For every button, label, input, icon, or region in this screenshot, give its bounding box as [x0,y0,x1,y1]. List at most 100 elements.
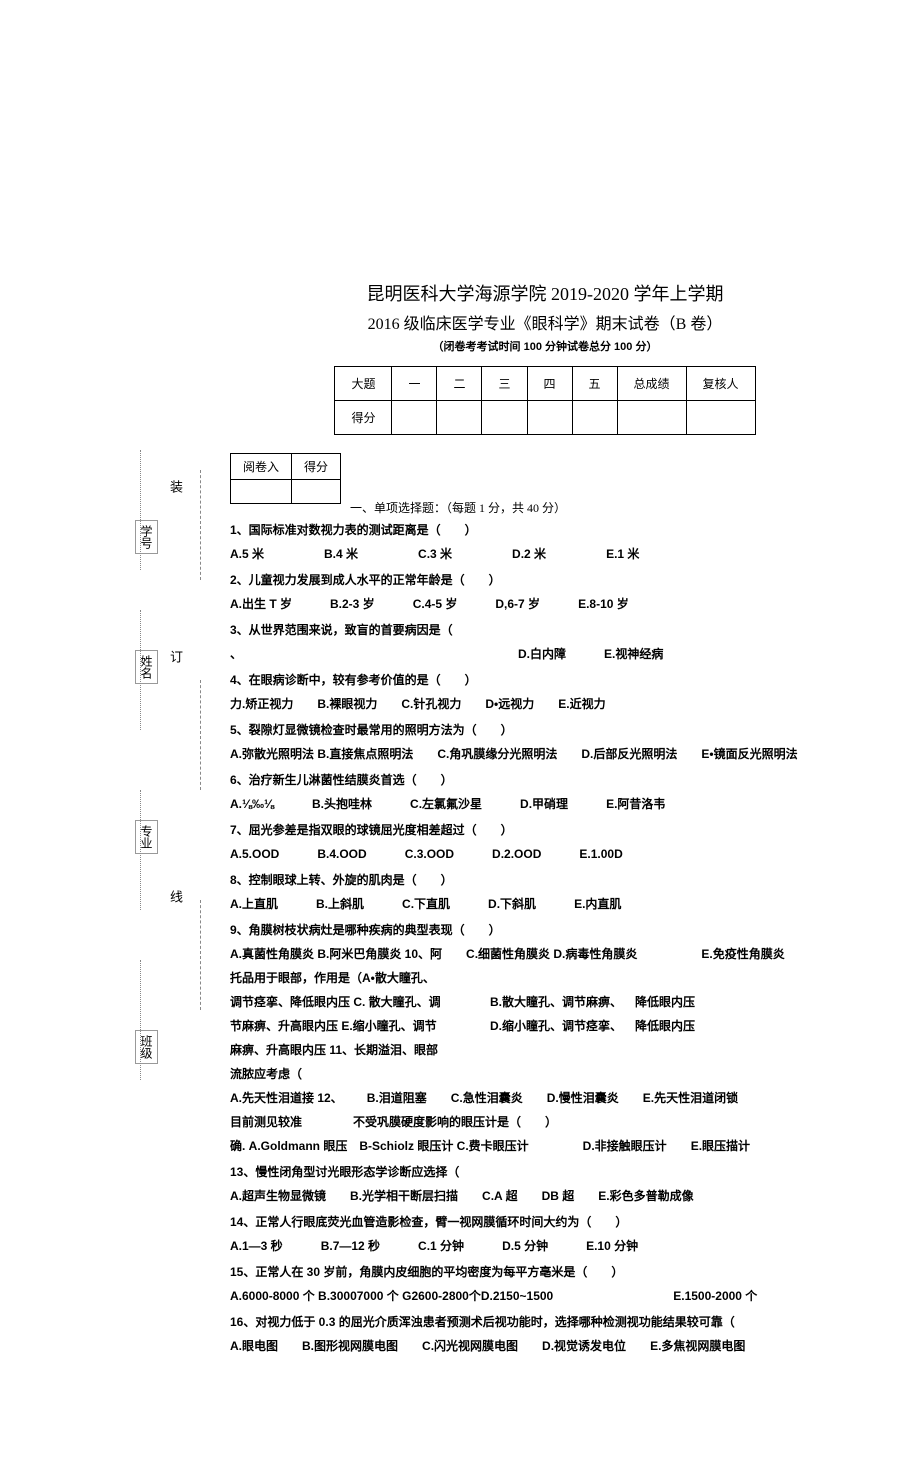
q16-b: B.图形视网膜电图 [302,1334,398,1358]
exam-page: 装 学号 订 姓名 专业 线 班级 昆明医科大学海源学院 2019-2020 学… [0,0,920,1458]
q6-d: D.甲硝理 [520,792,568,816]
q12-e: E.眼压描计 [691,1134,750,1158]
q5-stem: 5、裂隙灯显微镜检查时最常用的照明方法为（ ） [230,718,860,742]
q5-ab: A.弥散光照明法 B.直接焦点照明法 [230,742,413,766]
q2-e: E.8-10 岁 [578,592,629,616]
q14-opts: A.1—3 秒 B.7—12 秒 C.1 分钟 D.5 分钟 E.10 分钟 [230,1234,860,1258]
st-r3 [482,401,527,435]
dotted-1 [140,450,141,570]
q14-d: D.5 分钟 [502,1234,548,1258]
q7-e: E.1.00D [579,842,622,866]
q10-l3: 麻痹、升高眼内压 11、长期溢泪、眼部 [230,1038,490,1062]
q6-c: C.左氯氟沙星 [410,792,482,816]
st-r5 [572,401,617,435]
q6-b: B.头抱哇林 [312,792,372,816]
q5-d: D.后部反光照明法 [581,742,677,766]
q5-e: E•镜面反光照明法 [701,742,797,766]
q14-e: E.10 分钟 [586,1234,638,1258]
q14-a: A.1—3 秒 [230,1234,283,1258]
q10-l0: 托品用于眼部，作用是（A•散大瞳孔、 [230,966,490,990]
dotted-4 [140,960,141,1080]
q4-c: C.针孔视力 [401,692,461,716]
label-banji: 班级 [135,1030,158,1064]
main-title: 昆明医科大学海源学院 2019-2020 学年上学期 [230,280,860,306]
q1-d: D.2 米 [512,542,546,566]
q2-opts: A.出生 T 岁 B.2-3 岁 C.4-5 岁 D,6-7 岁 E.8-10 … [230,592,860,616]
st-r2 [437,401,482,435]
q7-stem: 7、屈光参差是指双眼的球镜屈光度相差超过（ ） [230,818,860,842]
q15-abcd: A.6000-8000 个 B.30007000 个 G2600-2800个D.… [230,1284,553,1308]
q14-stem: 14、正常人行眼底荧光血管造影检查，臂一视网膜循环时间大约为（ ） [230,1210,860,1234]
q13-opts: A.超声生物显微镜 B.光学相干断层扫描 C.A 超 DB 超 E.彩色多普勒成… [230,1184,860,1208]
q10-d: D.缩小瞳孔、调节痉挛、 [490,1019,622,1033]
q6-a: A.⅛‰⅛ [230,792,274,816]
q1-stem: 1、国际标准对数视力表的测试距离是（ ） [230,518,860,542]
q7-d: D.2.OOD [492,842,541,866]
q2-d: D,6-7 岁 [495,592,540,616]
q12-d: D.非接触眼压计 [583,1134,667,1158]
q14-c: C.1 分钟 [418,1234,464,1258]
st-h5: 五 [572,367,617,401]
st-r4 [527,401,572,435]
q9-cd: C.细菌性角膜炎 D.病毒性角膜炎 [466,942,637,966]
st-r7 [686,401,755,435]
dotted-3 [140,790,141,910]
q3-d: D.白内障 [518,642,566,666]
q7-a: A.5.OOD [230,842,279,866]
q11-c: C.急性泪囊炎 [451,1086,523,1110]
q8-e: E.内直肌 [574,892,621,916]
q2-c: C.4-5 岁 [413,592,458,616]
scorer-score: 得分 [292,454,341,480]
label-xingming: 姓名 [135,650,158,684]
q11-b: B.泪道阻塞 [367,1086,427,1110]
q1-opts: A.5 米 B.4 米 C.3 米 D.2 米 E.1 米 [230,542,860,566]
section-header: 阅卷入 得分 一、单项选择题：（每题 1 分，共 40 分） [230,453,860,516]
score-table: 大题 一 二 三 四 五 总成绩 复核人 得分 [334,366,755,435]
q16-c: C.闪光视网膜电图 [422,1334,518,1358]
binding-xian: 线 [166,890,185,903]
q10-l4: 流脓应考虑（ [230,1062,490,1086]
st-h4: 四 [527,367,572,401]
section1-heading: 一、单项选择题：（每题 1 分，共 40 分） [350,501,566,515]
q13-e: E.彩色多普勒成像 [598,1184,693,1208]
q15-e: E.1500-2000 个 [673,1284,757,1308]
q10-b2: 降低眼内压 [635,995,695,1009]
q9-ab: A.真菌性角膜炎 B.阿米巴角膜炎 10、阿 [230,942,442,966]
q3-opts: 、 D.白内障 E.视神经病 [230,642,860,666]
q13-c: C.A 超 [482,1184,518,1208]
st-h7: 复核人 [686,367,755,401]
scorer-box: 阅卷入 得分 [230,453,341,504]
q15-stem: 15、正常人在 30 岁前，角膜内皮细胞的平均密度为每平方亳米是（ ） [230,1260,860,1284]
q4-b: B.裸眼视力 [317,692,377,716]
q16-e: E.多焦视网膜电图 [650,1334,745,1358]
q6-stem: 6、治疗新生儿淋菌性结膜炎首选（ ） [230,768,860,792]
q8-b: B.上斜肌 [316,892,364,916]
q11-d: D.慢性泪囊炎 [547,1086,619,1110]
q16-a: A.眼电图 [230,1334,278,1358]
scorer-reviewer: 阅卷入 [231,454,292,480]
q11-e: E.先天性泪道闭锁 [643,1086,738,1110]
st-h3: 三 [482,367,527,401]
q1-c: C.3 米 [418,542,452,566]
binding-margin: 装 学号 订 姓名 专业 线 班级 [135,450,225,1110]
dotted-2 [140,610,141,730]
q7-b: B.4.OOD [317,842,366,866]
q13-b: B.光学相干断层扫描 [350,1184,458,1208]
q4-e: E.近视力 [558,692,605,716]
q13-d: DB 超 [542,1184,575,1208]
q12-left: 目前测见较准 [230,1110,350,1134]
exam-info: （闭卷考考试时间 100 分钟试卷总分 100 分） [230,338,860,354]
q6-opts: A.⅛‰⅛ B.头抱哇林 C.左氯氟沙星 D.甲硝理 E.阿昔洛韦 [230,792,860,816]
q3-stem: 3、从世界范围来说，致盲的首要病因是（ [230,618,860,642]
q4-stem: 4、在眼病诊断中，较有参考价值的是（ ） [230,668,860,692]
st-h0: 大题 [335,367,392,401]
q4-a: 力.矫正视力 [230,692,293,716]
q8-a: A.上直肌 [230,892,278,916]
st-h2: 二 [437,367,482,401]
q16-opts: A.眼电图 B.图形视网膜电图 C.闪光视网膜电图 D.视觉诱发电位 E.多焦视… [230,1334,860,1358]
q15-opts: A.6000-8000 个 B.30007000 个 G2600-2800个D.… [230,1284,860,1308]
q2-b: B.2-3 岁 [330,592,375,616]
q10-l2: 节麻痹、升高眼内压 E.缩小瞳孔、调节 [230,1014,490,1038]
q16-stem: 16、对视力低于 0.3 的屈光介质浑浊患者预测术后视功能时，选择哪种检测视功能… [230,1310,860,1334]
q12-opts: 确. A.Goldmann 眼压 B-Schiolz 眼压计 C.费卡眼压计 D… [230,1134,860,1158]
